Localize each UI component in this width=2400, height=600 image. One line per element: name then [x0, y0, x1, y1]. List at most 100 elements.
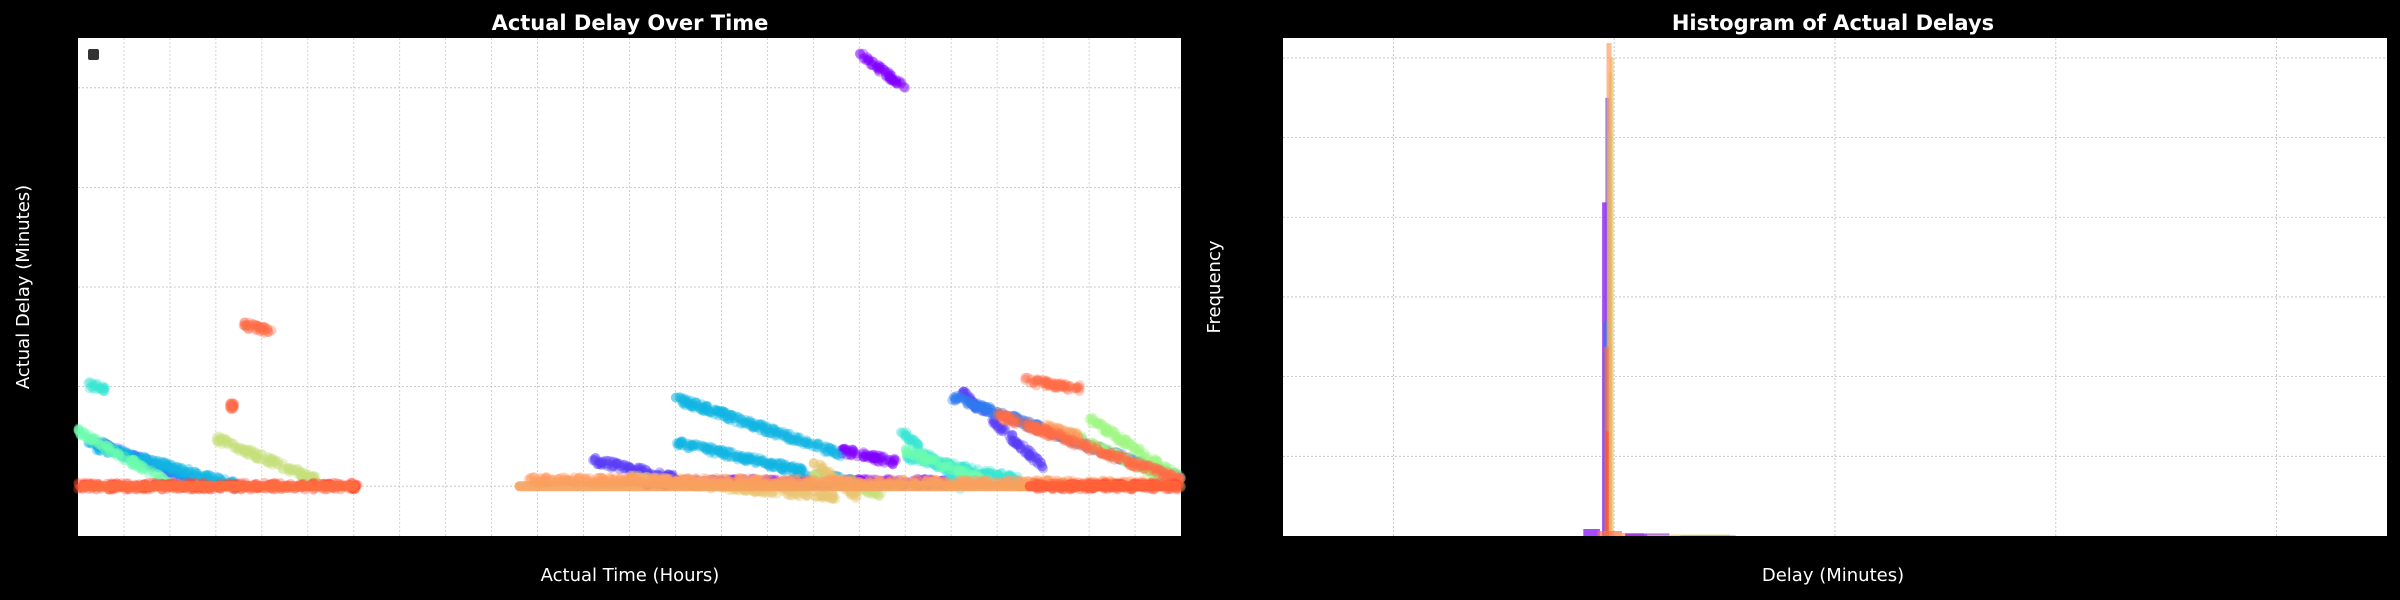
scatter-point	[210, 471, 221, 482]
scatter-point	[129, 450, 140, 460]
scatter-point	[641, 465, 652, 476]
scatter-point	[1009, 414, 1020, 425]
scatter-point	[609, 461, 620, 472]
scatter-point	[1008, 437, 1019, 448]
scatter-point	[106, 441, 117, 452]
scatter-y-label: Actual Delay (Minutes)	[13, 185, 34, 389]
scatter-point	[1007, 414, 1018, 425]
scatter-point	[1009, 435, 1020, 446]
scatter-point	[91, 445, 102, 456]
scatter-point	[1148, 464, 1159, 475]
scatter-point	[1035, 420, 1046, 431]
scatter-point	[963, 391, 973, 402]
scatter-point	[1081, 440, 1092, 451]
scatter-point	[636, 462, 647, 473]
scatter-point	[1125, 453, 1135, 464]
scatter-point	[1033, 419, 1044, 430]
scatter-point	[213, 472, 224, 483]
scatter-point	[1157, 468, 1168, 479]
scatter-point	[1005, 434, 1016, 445]
scatter-grid	[78, 38, 1181, 536]
scatter-point	[867, 452, 878, 463]
scatter-point	[97, 436, 108, 447]
scatter-point	[960, 386, 971, 397]
scatter-point	[956, 388, 967, 399]
scatter-point	[185, 467, 196, 477]
scatter-point	[840, 443, 851, 454]
scatter-point	[94, 441, 105, 452]
scatter-point	[1095, 442, 1105, 453]
scatter-point	[118, 449, 129, 460]
scatter-point	[636, 465, 647, 476]
scatter-point	[1031, 419, 1042, 429]
scatter-point	[183, 463, 194, 474]
histogram-bar	[1680, 535, 1736, 536]
scatter-point	[952, 392, 963, 403]
scatter-point	[1045, 428, 1056, 439]
scatter-point	[1111, 451, 1122, 462]
scatter-point	[633, 464, 644, 475]
scatter-point	[1107, 447, 1118, 458]
scatter-point	[1135, 461, 1146, 472]
scatter-point	[1067, 434, 1078, 444]
scatter-point	[1012, 413, 1023, 424]
scatter-point	[962, 393, 973, 404]
scatter-point	[99, 438, 110, 449]
scatter-point	[129, 450, 140, 461]
scatter-point	[970, 400, 981, 411]
scatter-point	[1023, 444, 1034, 455]
scatter-point	[1112, 453, 1123, 464]
scatter-point	[140, 452, 151, 463]
scatter-point	[1111, 450, 1122, 461]
scatter-point	[715, 405, 726, 416]
scatter-point	[1011, 413, 1022, 424]
scatter-point	[105, 444, 116, 455]
scatter-point	[970, 403, 981, 414]
scatter-point	[137, 456, 148, 467]
scatter-point	[119, 450, 130, 461]
scatter-point	[993, 407, 1003, 417]
scatter-point	[1133, 459, 1144, 470]
scatter-point	[1100, 425, 1111, 436]
scatter-point	[1018, 418, 1028, 429]
scatter-point	[1139, 458, 1150, 469]
scatter-point	[107, 447, 118, 458]
scatter-point	[877, 455, 888, 466]
scatter-point	[637, 466, 648, 477]
scatter-point	[124, 449, 135, 460]
scatter-point	[663, 472, 674, 483]
scatter-point	[165, 459, 176, 470]
scatter-point	[885, 455, 896, 465]
scatter-point	[985, 408, 996, 419]
scatter-point	[861, 451, 872, 462]
scatter-point	[166, 460, 177, 470]
scatter-point	[975, 402, 986, 412]
scatter-point	[1015, 442, 1026, 453]
scatter-point	[971, 400, 982, 411]
scatter-point	[994, 422, 1005, 432]
scatter-point	[1138, 458, 1149, 469]
histogram-y-label: Frequency	[1204, 240, 1225, 333]
scatter-point	[1167, 472, 1178, 483]
scatter-point	[614, 461, 625, 472]
scatter-point	[611, 458, 622, 469]
scatter-point	[1107, 447, 1118, 458]
scatter-point	[1171, 469, 1182, 480]
scatter-point	[665, 470, 676, 481]
scatter-point	[1013, 417, 1024, 428]
scatter-point	[1124, 456, 1135, 467]
scatter-point	[650, 470, 661, 481]
scatter-point	[96, 439, 107, 450]
scatter-point	[1021, 421, 1032, 432]
scatter-point	[1088, 445, 1099, 456]
scatter-point	[960, 394, 971, 405]
scatter-point	[888, 75, 899, 86]
scatter-point	[980, 401, 991, 412]
scatter-point	[873, 65, 884, 76]
scatter-point	[1108, 450, 1119, 461]
scatter-point	[189, 466, 200, 477]
scatter-point	[958, 388, 969, 399]
scatter-point	[182, 467, 193, 478]
scatter-point	[1157, 464, 1168, 475]
scatter-point	[966, 399, 977, 410]
